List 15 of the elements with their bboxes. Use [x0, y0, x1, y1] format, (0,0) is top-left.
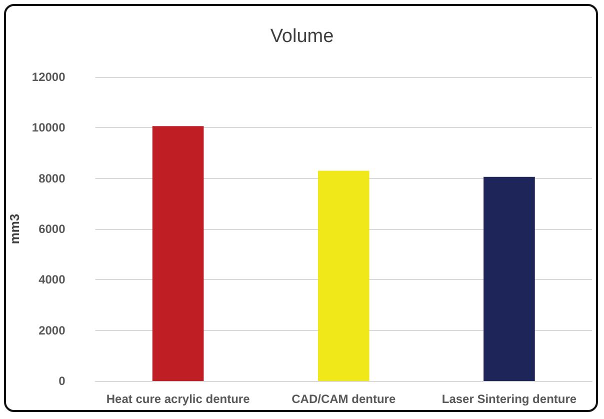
y-tick-label: 8000: [38, 171, 66, 186]
y-tick-label: 6000: [38, 222, 66, 236]
y-tick-label: 0: [58, 374, 66, 388]
bar: [484, 176, 535, 381]
x-tick-label: CAD/CAM denture: [292, 392, 396, 406]
y-tick-label: 10000: [32, 120, 66, 135]
x-tick-label: Heat cure acrylic denture: [106, 392, 250, 406]
y-axis-title: mm3: [7, 214, 22, 244]
y-tick-label: 12000: [32, 70, 66, 84]
y-tick-label: 4000: [38, 272, 66, 287]
bar: [152, 126, 204, 381]
chart-title: Volume: [270, 26, 334, 47]
x-tick-label: Laser Sintering denture: [442, 392, 577, 406]
bar: [318, 170, 370, 381]
y-tick-label: 2000: [38, 323, 66, 338]
